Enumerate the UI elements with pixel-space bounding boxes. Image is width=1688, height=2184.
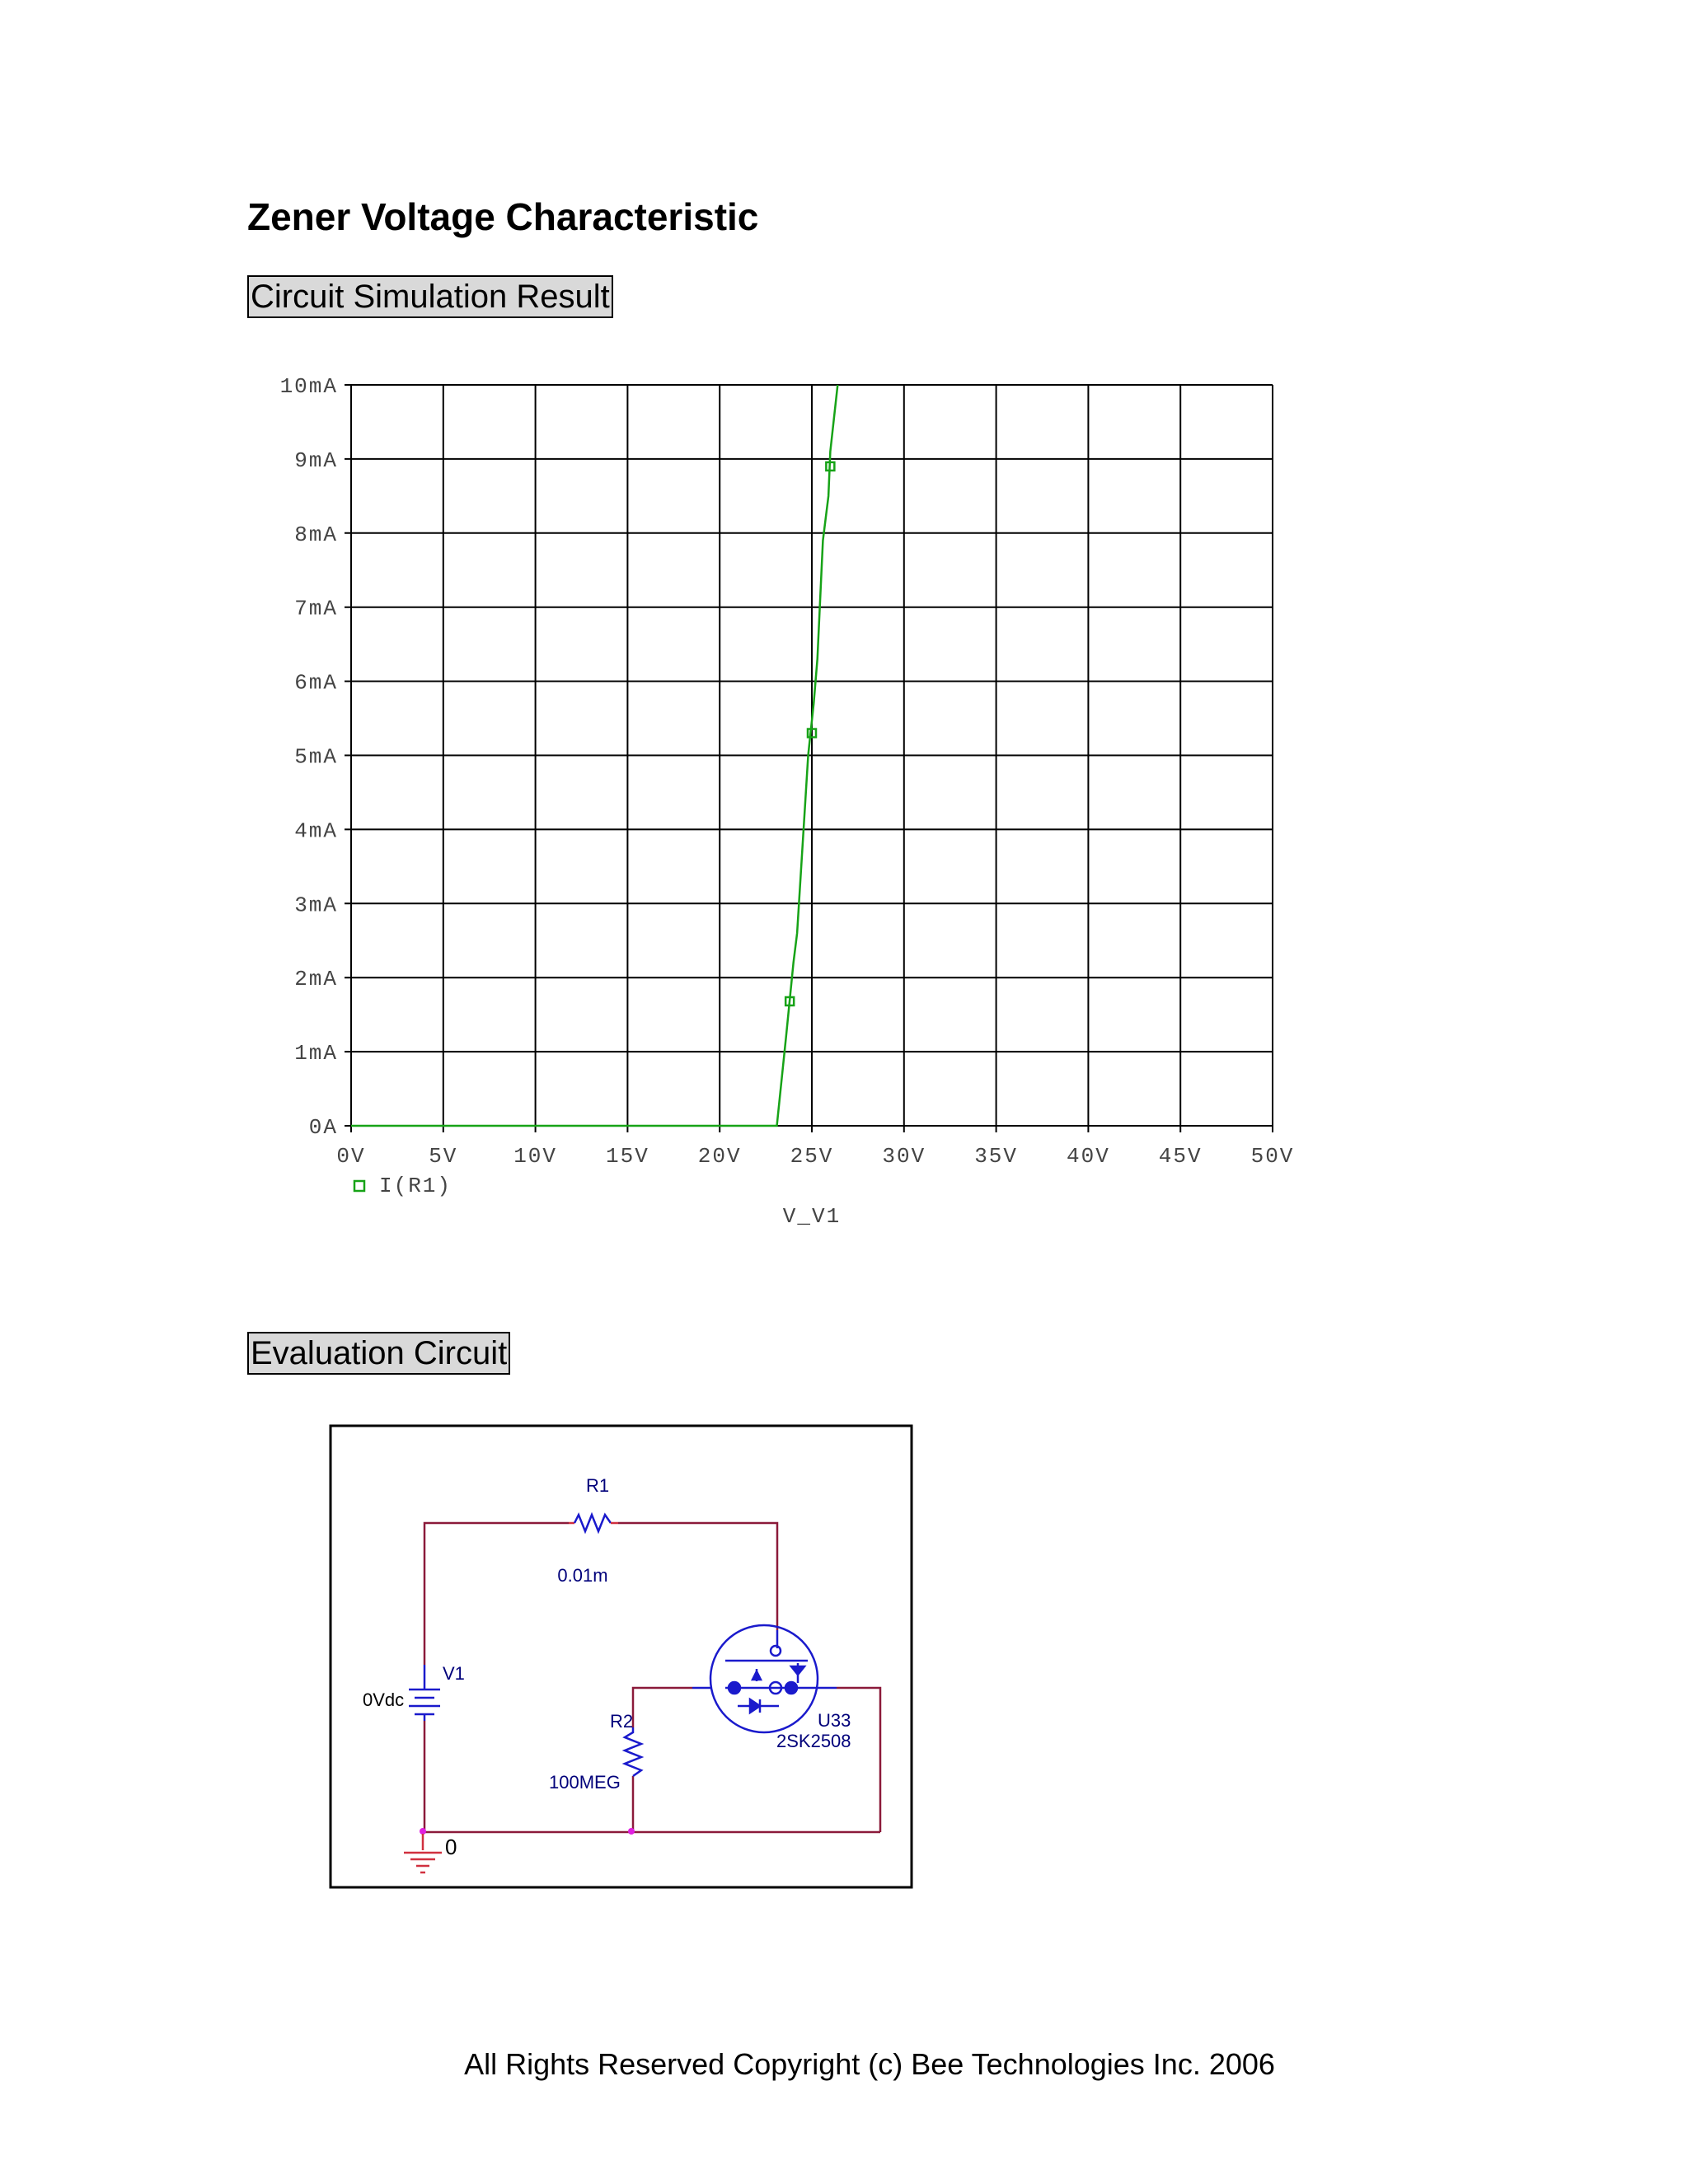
ground-label: 0	[445, 1835, 457, 1859]
zener-characteristic-chart: 0V 5V 10V 15V 20V 25V 30V 35V 40V 45V 50V 0A 1mA 2mA 3…	[280, 374, 1295, 1229]
circuit-frame	[329, 1424, 913, 1889]
y-tick-label: 10mA	[280, 374, 338, 399]
y-tick-label: 7mA	[294, 597, 338, 621]
section-simulation-result: Circuit Simulation Result	[247, 275, 613, 318]
chart-series	[351, 384, 839, 1127]
y-tick-label: 8mA	[294, 523, 338, 547]
chart-ticks: 0V 5V 10V 15V 20V 25V 30V 35V 40V 45V 50V 0A 1mA 2mA 3…	[280, 374, 1295, 1169]
x-tick-label: 30V	[882, 1144, 926, 1169]
y-tick-label: 9mA	[294, 448, 338, 473]
y-tick-label: 3mA	[294, 893, 338, 917]
mosfet-u33	[692, 1624, 837, 1734]
series-marker	[784, 996, 795, 1007]
legend-marker	[353, 1179, 366, 1193]
y-tick-label: 1mA	[294, 1041, 338, 1066]
chart-legend: I(R1)	[353, 1174, 452, 1198]
node-dot	[628, 1828, 635, 1835]
copyright-footer: All Rights Reserved Copyright (c) Bee Te…	[464, 2047, 1275, 2081]
r2-value: 100MEG	[549, 1772, 621, 1793]
page-title: Zener Voltage Characteristic	[247, 195, 759, 238]
x-tick-label: 20V	[698, 1144, 742, 1169]
y-tick-label: 0A	[309, 1115, 338, 1140]
y-tick-label: 6mA	[294, 671, 338, 696]
circuit-wires	[423, 1521, 882, 1834]
x-tick-label: 0V	[336, 1144, 365, 1169]
ground-icon	[404, 1834, 442, 1874]
voltage-source-v1	[409, 1665, 440, 1721]
x-tick-label: 15V	[606, 1144, 649, 1169]
node-dot	[420, 1828, 426, 1835]
x-tick-label: 10V	[513, 1144, 557, 1169]
x-tick-label: 5V	[429, 1144, 457, 1169]
y-tick-label: 4mA	[294, 818, 338, 843]
u33-label: U33	[818, 1710, 851, 1731]
r2-label: R2	[610, 1711, 633, 1732]
x-tick-label: 50V	[1251, 1144, 1295, 1169]
y-tick-label: 2mA	[294, 967, 338, 991]
series-marker	[806, 728, 818, 738]
section-evaluation-circuit: Evaluation Circuit	[247, 1332, 511, 1375]
u33-part: 2SK2508	[776, 1731, 851, 1751]
x-tick-label: 45V	[1159, 1144, 1203, 1169]
x-tick-label: 35V	[974, 1144, 1018, 1169]
r1-label: R1	[586, 1475, 609, 1496]
y-tick-label: 5mA	[294, 745, 338, 770]
evaluation-circuit-diagram: R1 0.01m V1 0Vdc R2 100MEG U33 2SK25	[329, 1424, 913, 1889]
chart-grid	[345, 384, 1273, 1132]
x-tick-label: 40V	[1067, 1144, 1110, 1169]
legend-series-name: I(R1)	[379, 1174, 452, 1198]
v1-label: V1	[443, 1663, 465, 1684]
series-marker	[825, 461, 836, 472]
v1-value: 0Vdc	[363, 1690, 404, 1710]
x-tick-label: 25V	[790, 1144, 834, 1169]
r1-value: 0.01m	[557, 1565, 607, 1586]
x-axis-label: V_V1	[783, 1204, 841, 1229]
resistor-r1	[569, 1511, 618, 1535]
resistor-r2	[621, 1727, 645, 1778]
